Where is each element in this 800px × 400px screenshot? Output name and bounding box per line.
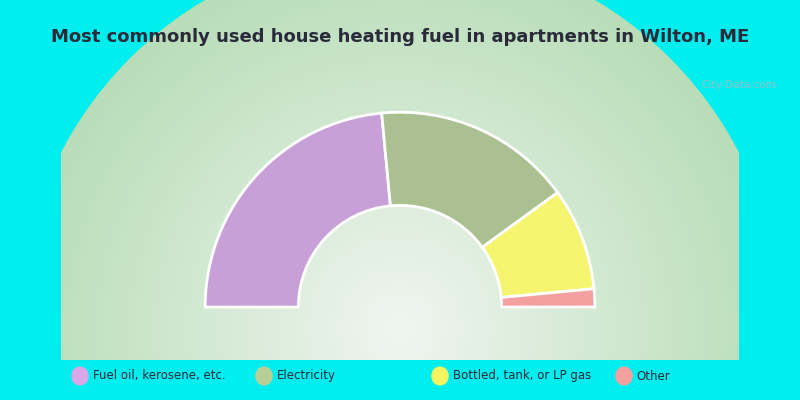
- Circle shape: [330, 258, 470, 398]
- Circle shape: [292, 220, 508, 400]
- Circle shape: [254, 182, 546, 400]
- Circle shape: [171, 100, 629, 400]
- Circle shape: [121, 49, 679, 400]
- Circle shape: [247, 176, 553, 400]
- Circle shape: [374, 303, 426, 354]
- Circle shape: [38, 0, 762, 400]
- Circle shape: [89, 17, 711, 400]
- Circle shape: [63, 0, 737, 400]
- Circle shape: [184, 112, 616, 400]
- Circle shape: [311, 239, 489, 400]
- Circle shape: [298, 226, 502, 400]
- Circle shape: [76, 4, 724, 400]
- Circle shape: [222, 150, 578, 400]
- Ellipse shape: [255, 366, 273, 386]
- Circle shape: [394, 322, 406, 334]
- Text: Most commonly used house heating fuel in apartments in Wilton, ME: Most commonly used house heating fuel in…: [51, 28, 749, 46]
- Wedge shape: [501, 289, 595, 307]
- Circle shape: [368, 296, 432, 360]
- Circle shape: [133, 62, 667, 400]
- Circle shape: [108, 36, 692, 400]
- Circle shape: [114, 42, 686, 400]
- Text: Fuel oil, kerosene, etc.: Fuel oil, kerosene, etc.: [93, 370, 226, 382]
- Circle shape: [127, 55, 673, 400]
- Ellipse shape: [71, 366, 89, 386]
- Wedge shape: [482, 192, 594, 298]
- Circle shape: [25, 0, 775, 400]
- Circle shape: [50, 0, 750, 400]
- Ellipse shape: [615, 366, 633, 386]
- Circle shape: [381, 309, 419, 347]
- Circle shape: [165, 93, 635, 400]
- Text: City-Data.com: City-Data.com: [702, 80, 776, 90]
- Circle shape: [279, 208, 521, 400]
- Circle shape: [152, 80, 648, 400]
- Circle shape: [70, 0, 730, 400]
- Circle shape: [216, 144, 584, 400]
- Circle shape: [158, 87, 642, 400]
- Circle shape: [178, 106, 622, 400]
- Circle shape: [210, 138, 590, 400]
- Text: Electricity: Electricity: [277, 370, 336, 382]
- Circle shape: [82, 10, 718, 400]
- Circle shape: [102, 30, 698, 400]
- Circle shape: [139, 68, 661, 400]
- Circle shape: [387, 316, 413, 341]
- Circle shape: [286, 214, 514, 400]
- Circle shape: [349, 278, 451, 379]
- Wedge shape: [205, 113, 390, 307]
- Circle shape: [190, 118, 610, 400]
- Circle shape: [197, 125, 603, 400]
- Circle shape: [19, 0, 781, 400]
- Circle shape: [235, 163, 565, 400]
- Circle shape: [57, 0, 743, 400]
- Circle shape: [31, 0, 769, 400]
- Circle shape: [241, 170, 559, 400]
- Circle shape: [260, 188, 540, 400]
- Circle shape: [355, 284, 445, 373]
- Circle shape: [273, 201, 527, 400]
- Circle shape: [266, 195, 534, 400]
- Circle shape: [362, 290, 438, 366]
- Circle shape: [203, 131, 597, 400]
- Circle shape: [324, 252, 476, 400]
- Circle shape: [318, 246, 482, 400]
- Circle shape: [337, 265, 463, 392]
- Circle shape: [305, 233, 495, 400]
- Wedge shape: [382, 112, 558, 247]
- Circle shape: [44, 0, 756, 400]
- Circle shape: [229, 157, 571, 400]
- Text: Other: Other: [637, 370, 670, 382]
- Ellipse shape: [431, 366, 449, 386]
- Circle shape: [95, 23, 705, 400]
- Text: Bottled, tank, or LP gas: Bottled, tank, or LP gas: [453, 370, 591, 382]
- Circle shape: [146, 74, 654, 400]
- Circle shape: [343, 271, 457, 386]
